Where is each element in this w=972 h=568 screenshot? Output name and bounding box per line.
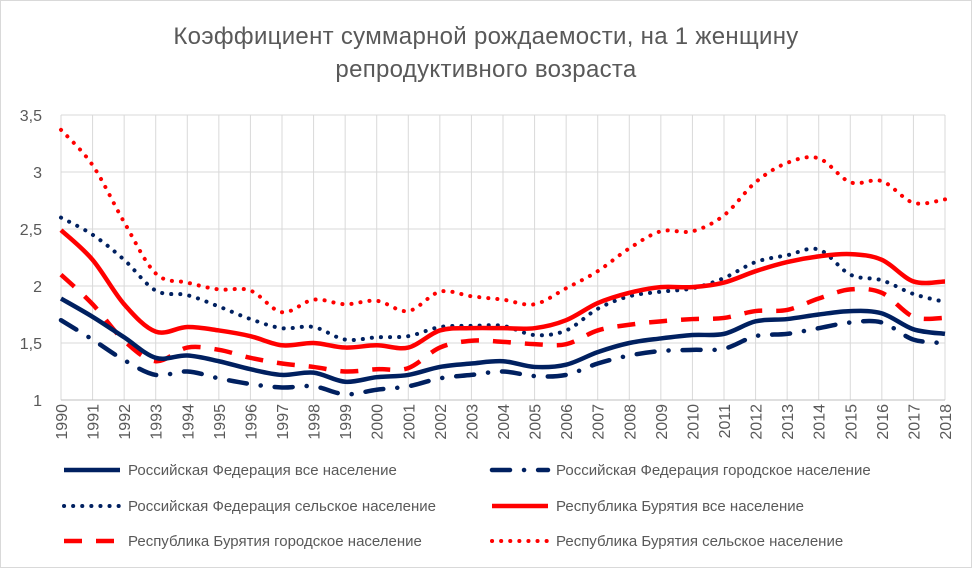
legend-label-4: Республика Бурятия все население [556, 498, 804, 515]
y-axis-ticks: 1 1,5 2 2,5 3 3,5 [20, 108, 42, 410]
series-line-6 [59, 127, 947, 315]
x-tick-label: 2008 [622, 404, 639, 440]
y-tick-label: 1,5 [20, 336, 42, 353]
x-tick-label: 2006 [559, 404, 576, 440]
chart-title: Коэффициент суммарной рождаемости, на 1 … [0, 20, 972, 86]
x-tick-label: 2002 [433, 404, 450, 440]
series-lines [58, 127, 948, 397]
y-tick-label: 2,5 [20, 222, 42, 239]
x-tick-label: 1994 [180, 404, 197, 440]
x-tick-label: 2012 [749, 404, 766, 440]
chart-title-line-2: репродуктивного возраста [335, 56, 637, 83]
x-tick-label: 2011 [717, 404, 734, 439]
legend-label-5: Республика Бурятия городское население [128, 533, 422, 550]
legend-label-2: Российская Федерация городское население [556, 462, 871, 479]
x-axis-ticks: 1990 1991 1992 1993 1994 1995 1996 1997 1998 1999… [54, 404, 955, 440]
legend-label-6: Республика Бурятия сельское население [556, 533, 843, 550]
legend-label-1: Российская Федерация все население [128, 462, 397, 479]
series-line-5 [59, 272, 946, 374]
legend-label-3: Российская Федерация сельское население [128, 498, 436, 515]
x-tick-label: 1997 [275, 404, 292, 440]
x-tick-label: 2017 [906, 404, 923, 440]
x-tick-label: 2000 [370, 404, 387, 440]
x-tick-label: 2007 [591, 404, 608, 440]
x-tick-label: 2001 [401, 404, 418, 440]
x-tick-label: 2013 [780, 404, 797, 440]
x-tick-label: 1992 [117, 404, 134, 440]
x-tick-label: 1991 [86, 404, 103, 440]
y-tick-label: 3,5 [20, 108, 42, 125]
x-tick-label: 2018 [938, 404, 955, 440]
x-tick-label: 1999 [338, 404, 355, 440]
chart-title-line-1: Коэффициент суммарной рождаемости, на 1 … [173, 23, 799, 50]
x-tick-label: 2010 [685, 404, 702, 440]
x-tick-label: 2003 [464, 404, 481, 440]
x-tick-label: 2015 [843, 404, 860, 440]
legend: Российская Федерация все население Россий… [62, 462, 871, 550]
x-tick-label: 2016 [875, 404, 892, 440]
y-tick-label: 1 [33, 393, 42, 410]
series-line-1 [59, 296, 946, 385]
series-line-2 [58, 317, 948, 397]
x-tick-label: 2004 [496, 404, 513, 440]
x-tick-label: 1998 [307, 404, 324, 440]
x-tick-label: 1996 [243, 404, 260, 440]
x-tick-label: 1990 [54, 404, 71, 440]
series-line-4 [59, 228, 946, 351]
x-tick-label: 2009 [654, 404, 671, 440]
x-tick-label: 2014 [812, 404, 829, 440]
x-tick-label: 2005 [528, 404, 545, 440]
y-tick-label: 2 [33, 279, 42, 296]
series-line-3 [59, 215, 947, 343]
y-tick-label: 3 [33, 165, 42, 182]
x-tick-label: 1995 [212, 404, 229, 440]
x-tick-label: 1993 [149, 404, 166, 440]
